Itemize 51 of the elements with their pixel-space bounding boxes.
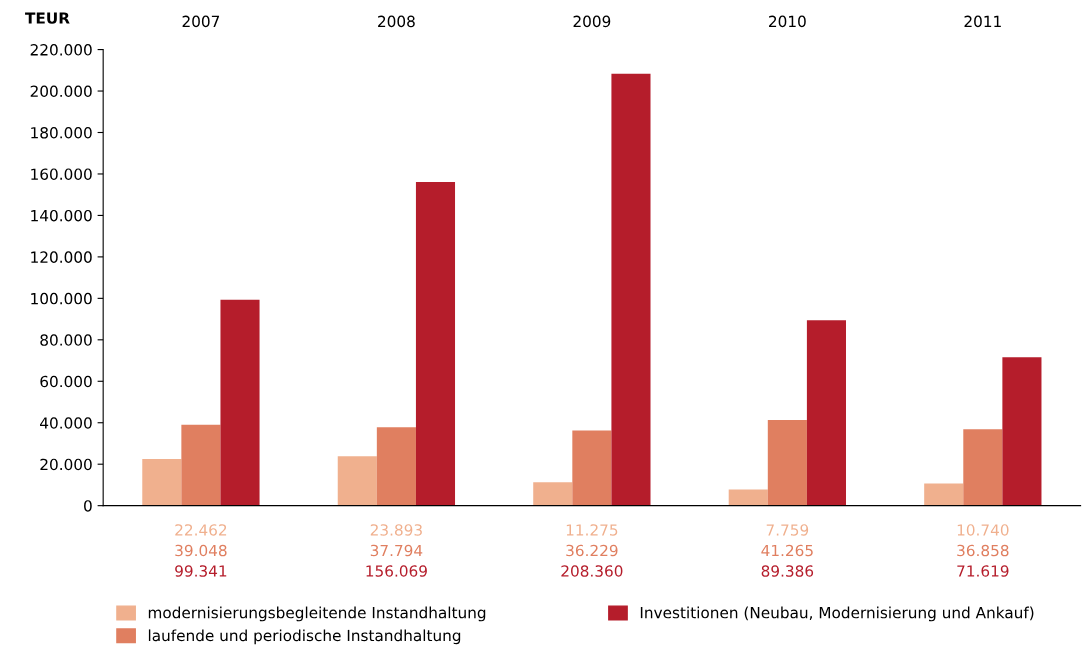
bar	[376, 427, 416, 506]
y-tick-label: 120.000	[31, 251, 92, 263]
data-label: 23.893	[370, 524, 422, 536]
bar	[572, 430, 612, 506]
y-tick-label: 0	[84, 500, 92, 512]
legend-label: laufende und periodische Instandhaltung	[148, 629, 461, 645]
bar	[924, 483, 964, 506]
y-tick-label: 160.000	[31, 168, 92, 180]
x-tick-label: 2008	[378, 15, 415, 28]
bar	[415, 182, 456, 506]
y-tick-label: 180.000	[31, 126, 92, 139]
y-tick-label: 20.000	[40, 458, 92, 471]
x-tick-label: 2010	[769, 15, 806, 28]
data-label: 10.740	[957, 524, 1009, 536]
data-label: 39.048	[175, 544, 227, 557]
x-tick-label: 2007	[182, 15, 220, 28]
data-label: 7.759	[766, 524, 809, 536]
bar	[767, 420, 807, 506]
y-tick-label: 60.000	[40, 375, 92, 388]
y-tick-label: 140.000	[31, 209, 92, 222]
legend-label: modernisierungsbegleitende Instandhaltung	[148, 606, 486, 622]
bar	[220, 299, 260, 506]
data-label: 11.275	[566, 524, 618, 536]
bar	[963, 429, 1003, 506]
bar	[181, 424, 221, 506]
legend-label: Investitionen (Neubau, Modernisierung und Ankauf)	[640, 606, 1034, 622]
data-label: 22.462	[175, 524, 227, 536]
y-tick-label: 80.000	[40, 334, 92, 346]
x-tick-label: 2009	[573, 15, 611, 28]
data-label: 99.341	[175, 565, 227, 577]
bar	[533, 482, 573, 506]
data-label: 36.229	[566, 544, 618, 557]
data-label: 156.069	[366, 565, 427, 577]
data-label: 36.858	[957, 544, 1009, 557]
bar	[142, 459, 182, 506]
bar	[611, 73, 651, 506]
data-label: 208.360	[561, 565, 623, 577]
data-label: 89.386	[761, 565, 814, 577]
data-label: 71.619	[957, 565, 1009, 577]
y-tick-label: 40.000	[40, 417, 92, 429]
y-tick-label: 100.000	[31, 292, 92, 305]
bar	[337, 456, 377, 506]
data-label: 37.794	[370, 544, 423, 557]
y-tick-label: 200.000	[30, 85, 92, 98]
bar	[1002, 357, 1042, 506]
x-tick-label: 2011	[964, 15, 1001, 28]
bar	[728, 489, 768, 506]
bar	[806, 320, 846, 506]
data-label: 41.265	[761, 544, 813, 557]
y-axis-title: TEUR	[25, 12, 70, 24]
y-tick-label: 220.000	[30, 44, 92, 56]
